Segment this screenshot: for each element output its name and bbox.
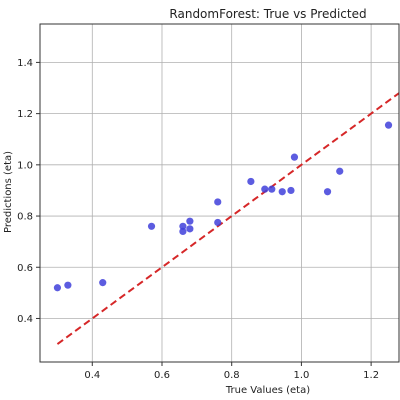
x-tick-label: 0.4 (84, 370, 100, 381)
scatter-point (278, 188, 286, 196)
scatter-point (179, 222, 187, 230)
scatter-point (186, 217, 194, 225)
y-tick-label: 1.2 (17, 109, 33, 120)
x-tick-label: 0.6 (154, 370, 170, 381)
y-tick-label: 1.4 (17, 58, 33, 69)
grid-lines (40, 24, 399, 362)
y-axis-ticks: 0.4 0.6 0.8 1.0 1.2 1.4 (17, 58, 40, 325)
y-tick-label: 0.6 (17, 263, 33, 274)
chart-title: RandomForest: True vs Predicted (169, 7, 366, 21)
scatter-point (64, 281, 72, 289)
x-tick-label: 1.0 (293, 370, 309, 381)
scatter-point (147, 222, 156, 230)
scatter-point (290, 153, 299, 161)
x-axis-ticks: 0.4 0.6 0.8 1.0 1.2 (84, 362, 379, 381)
x-tick-label: 1.2 (363, 370, 379, 381)
scatter-point (287, 186, 295, 195)
scatter-point (247, 177, 255, 186)
scatter-points (53, 121, 393, 292)
scatter-point (53, 284, 62, 292)
scatter-point (261, 185, 269, 193)
y-tick-label: 1.0 (17, 160, 33, 171)
scatter-point (214, 218, 222, 227)
y-tick-label: 0.8 (17, 212, 33, 223)
scatter-point (186, 225, 194, 233)
scatter-point (336, 167, 344, 175)
reference-line-layer (56, 92, 400, 345)
scatter-point (179, 227, 187, 236)
scatter-point (384, 121, 393, 129)
x-tick-label: 0.8 (224, 370, 240, 381)
scatter-point (214, 198, 222, 206)
y-tick-label: 0.4 (17, 314, 33, 325)
plot-area-frame (39, 23, 400, 363)
scatter-point (99, 279, 107, 287)
scatter-point (323, 188, 332, 196)
scatter-point (268, 185, 276, 193)
x-axis-label: True Values (eta) (225, 385, 310, 396)
y-axis-label: Predictions (eta) (3, 151, 14, 233)
perfect-prediction-line (56, 92, 400, 345)
